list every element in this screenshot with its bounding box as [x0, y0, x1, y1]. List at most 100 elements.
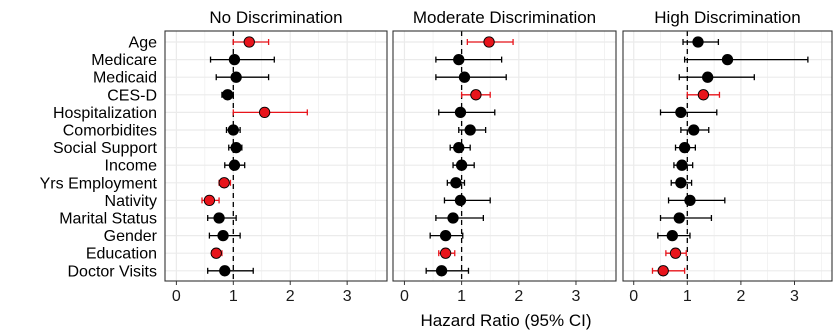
ci-social-support: [674, 141, 696, 154]
panel-moderate-discrimination: Moderate Discrimination 0 1 2 3: [392, 8, 617, 305]
point-medicaid: [702, 71, 714, 83]
ci-gender: [429, 229, 464, 242]
ci-marital-status: [435, 212, 484, 224]
ci-hospitalization: [659, 106, 718, 119]
category-label-nativity: Nativity: [105, 193, 157, 210]
category-label-education: Education: [86, 246, 157, 263]
panel-background: [165, 31, 387, 281]
ci-ces-d: [221, 89, 234, 101]
point-marital-status: [213, 212, 225, 224]
ci-ces-d: [686, 89, 721, 101]
point-hospitalization: [675, 106, 687, 119]
ci-nativity: [443, 194, 491, 207]
ci-comorbidites: [458, 124, 487, 136]
category-label-age: Age: [129, 35, 158, 52]
point-education: [210, 247, 222, 259]
ci-yrs-employment: [218, 177, 232, 189]
ci-education: [438, 247, 456, 259]
point-medicare: [453, 53, 465, 66]
panel-title: No Discrimination: [209, 8, 342, 27]
ci-education: [665, 247, 687, 259]
ci-yrs-employment: [446, 177, 466, 189]
ci-age: [232, 36, 270, 48]
ci-medicaid: [678, 71, 755, 83]
ci-age: [682, 36, 720, 48]
panel-high-discrimination: High Discrimination 0 1 2 3: [622, 8, 833, 305]
ci-income: [224, 159, 246, 171]
point-medicaid: [230, 71, 242, 83]
category-label-comorbidites: Comorbidites: [63, 123, 157, 140]
point-income: [676, 159, 688, 171]
panel-border: [622, 30, 833, 282]
x-tick-label: 0: [172, 288, 181, 305]
ci-hospitalization: [232, 106, 308, 119]
point-social-support: [678, 141, 691, 154]
category-label-medicare: Medicare: [91, 52, 157, 69]
category-label-ces-d: CES-D: [107, 87, 157, 104]
x-tick-label: 3: [572, 288, 581, 305]
ci-age: [466, 36, 514, 48]
point-social-support: [453, 141, 465, 154]
x-tick-label: 0: [629, 288, 638, 305]
x-tick-label: 1: [683, 288, 692, 305]
point-age: [483, 36, 495, 48]
point-comorbidites: [464, 124, 476, 136]
point-education: [669, 247, 682, 259]
ci-income: [673, 159, 694, 171]
point-age: [692, 36, 704, 48]
panel-background: [393, 31, 616, 281]
ci-doctor-visits: [425, 265, 470, 277]
point-income: [228, 159, 241, 171]
point-marital-status: [447, 212, 459, 224]
ci-doctor-visits: [651, 265, 686, 277]
x-tick-label: 3: [790, 288, 799, 305]
ci-gender: [208, 229, 241, 242]
ci-education: [210, 247, 223, 259]
x-tick-label: 0: [400, 288, 409, 305]
point-ces-d: [470, 89, 482, 101]
ci-ces-d: [460, 89, 491, 101]
point-marital-status: [673, 212, 685, 224]
point-yrs-employment: [450, 177, 462, 189]
point-medicare: [721, 53, 734, 66]
point-social-support: [230, 141, 242, 154]
point-ces-d: [697, 89, 710, 101]
x-tick-label: 3: [343, 288, 352, 305]
point-age: [243, 36, 255, 48]
category-label-marital-status: Marital Status: [59, 211, 157, 228]
ci-gender: [657, 229, 691, 242]
panel-no-discrimination: No Discrimination 0 1 2 3: [164, 8, 388, 305]
point-ces-d: [221, 89, 234, 101]
ci-nativity: [201, 194, 220, 207]
panel-border: [392, 30, 617, 282]
category-label-doctor-visits: Doctor Visits: [67, 263, 157, 280]
point-income: [455, 159, 468, 171]
point-hospitalization: [454, 106, 467, 119]
point-yrs-employment: [675, 177, 687, 189]
ci-medicaid: [435, 71, 507, 83]
ci-social-support: [449, 141, 471, 154]
point-doctor-visits: [219, 265, 231, 277]
point-nativity: [203, 194, 216, 207]
ci-marital-status: [659, 212, 713, 224]
x-tick-label: 1: [229, 288, 238, 305]
category-label-social-support: Social Support: [53, 140, 158, 157]
ci-comorbidites: [680, 124, 710, 136]
point-comorbidites: [688, 124, 700, 136]
category-label-yrs-employment: Yrs Employment: [40, 175, 158, 192]
ci-social-support: [228, 141, 243, 154]
point-gender: [217, 229, 229, 242]
point-hospitalization: [258, 106, 271, 119]
point-gender: [666, 229, 678, 242]
x-tick-label: 2: [514, 288, 523, 305]
category-label-income: Income: [105, 158, 158, 175]
ci-medicare: [435, 53, 503, 66]
ci-marital-status: [207, 212, 237, 224]
point-yrs-employment: [218, 177, 230, 189]
ci-income: [452, 159, 475, 171]
x-axis-title: Hazard Ratio (95% CI): [420, 311, 591, 330]
ci-yrs-employment: [670, 177, 693, 189]
